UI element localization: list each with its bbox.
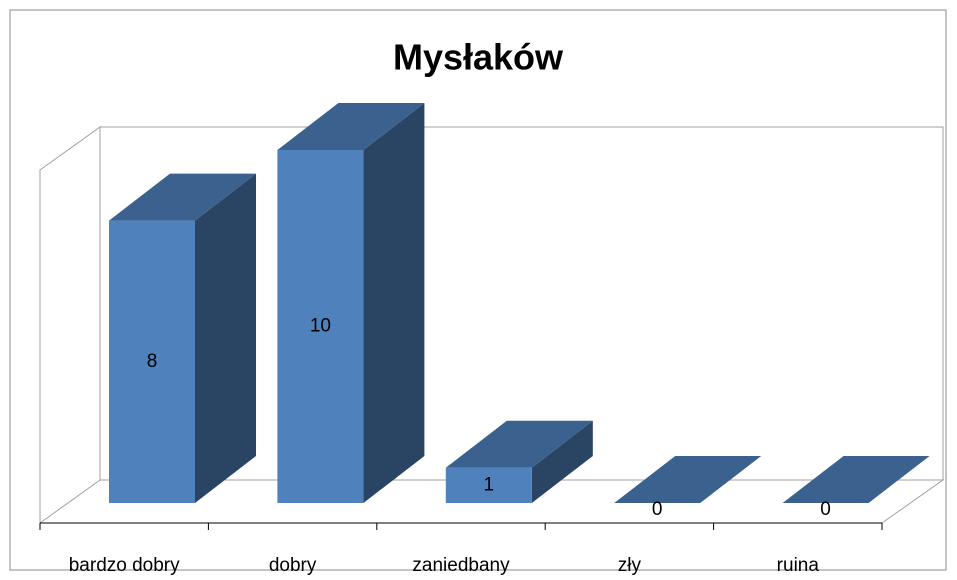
data-label: 10 (310, 316, 331, 337)
bar-side (195, 173, 256, 503)
x-tick-label: zły (618, 555, 642, 576)
bar-front (109, 220, 195, 503)
bar-side (531, 420, 593, 503)
bar (782, 456, 930, 503)
bar-top (782, 456, 930, 503)
x-tick-label: bardzo dobry (69, 555, 180, 576)
data-label: 0 (820, 499, 831, 520)
bar (109, 173, 256, 503)
x-tick-label: ruina (777, 555, 820, 576)
bar (614, 456, 762, 503)
bar-front (445, 467, 532, 503)
bar-top (109, 173, 256, 221)
left-wall (39, 126, 101, 523)
bar-top (614, 456, 762, 503)
data-label: 8 (147, 351, 158, 372)
data-label: 1 (484, 474, 495, 495)
bar-front (277, 150, 364, 503)
bar-top (277, 103, 425, 150)
x-tick-label: dobry (269, 555, 317, 576)
data-label: 0 (652, 499, 663, 520)
x-tick-label: zaniedbany (412, 555, 510, 576)
bar-side (363, 103, 425, 503)
bar (277, 103, 425, 503)
bar (445, 420, 593, 503)
chart-title: Mysłaków (393, 37, 564, 78)
floor-edge (39, 479, 101, 524)
bar-top (445, 420, 593, 468)
